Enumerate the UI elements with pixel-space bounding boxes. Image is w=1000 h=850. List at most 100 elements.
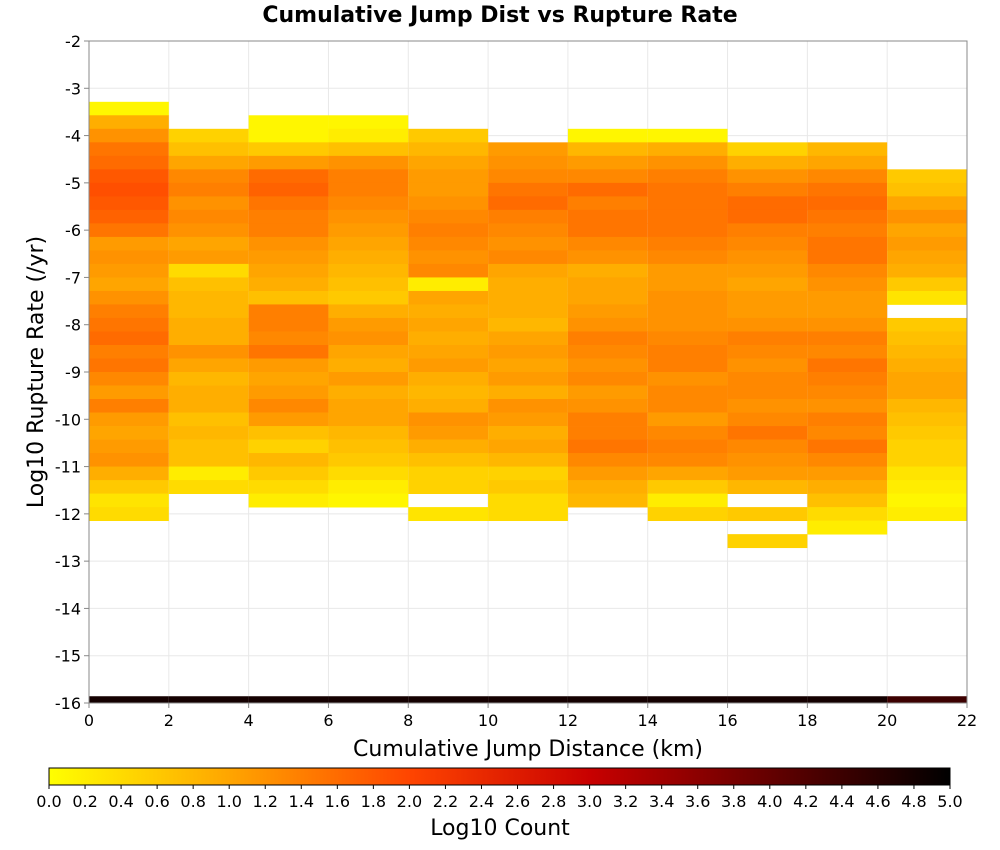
y-tick-label: -14 <box>55 599 81 618</box>
colorbar-tick-label: 1.4 <box>289 792 314 811</box>
heatmap-cell <box>727 399 808 413</box>
heatmap-cell <box>408 453 489 467</box>
heatmap-cell <box>248 344 329 359</box>
heatmap-cell <box>807 155 888 170</box>
colorbar-tick-label: 0.8 <box>180 792 205 811</box>
heatmap-cell <box>168 426 249 440</box>
heatmap-cell <box>328 344 409 359</box>
heatmap-cell <box>887 466 967 481</box>
y-axis-ticks: -2 -3 -4 -5 -6 -7 -8 -9 -10 -11 -12 -13 -14 -15 -16 <box>55 32 89 713</box>
heatmap-cell <box>248 399 329 413</box>
heatmap-cell <box>488 209 568 224</box>
heatmap-cell <box>89 223 169 238</box>
y-tick-label: -15 <box>55 647 81 666</box>
heatmap-cell <box>168 142 249 157</box>
heatmap-cell <box>567 453 648 467</box>
heatmap-cell <box>567 304 648 319</box>
heatmap-cell <box>408 142 489 157</box>
heatmap-cell <box>807 480 888 495</box>
x-tick-label: 20 <box>877 711 897 730</box>
heatmap-cell <box>647 128 728 143</box>
heatmap-cell <box>488 399 568 413</box>
heatmap-cell <box>408 480 489 495</box>
heatmap-cell <box>168 439 249 454</box>
heatmap-cell <box>248 439 329 454</box>
heatmap-cell <box>408 290 489 305</box>
heatmap-cell <box>89 466 169 481</box>
heatmap-cell <box>408 304 489 319</box>
heatmap-cell <box>328 304 409 319</box>
heatmap-cell <box>168 372 249 386</box>
heatmap-cell <box>887 250 967 265</box>
heatmap-cell <box>807 399 888 413</box>
heatmap-cell <box>248 493 329 508</box>
colorbar-tick-label: 0.6 <box>144 792 169 811</box>
heatmap-cell <box>727 412 808 427</box>
colorbar-tick-label: 3.4 <box>649 792 674 811</box>
heatmap-cell <box>89 480 169 495</box>
heatmap-cell <box>488 317 568 332</box>
heatmap-cell <box>727 385 808 400</box>
heatmap-cell <box>89 169 169 184</box>
colorbar-tick-label: 0.2 <box>72 792 97 811</box>
heatmap-cell <box>567 317 648 332</box>
colorbar-label: Log10 Count <box>430 816 570 841</box>
heatmap-cell <box>328 493 409 508</box>
heatmap-cell <box>727 155 808 170</box>
heatmap-cell <box>488 385 568 400</box>
x-tick-label: 2 <box>164 711 174 730</box>
x-tick-label: 18 <box>797 711 817 730</box>
y-tick-label: -6 <box>65 221 81 240</box>
heatmap-cell <box>488 412 568 427</box>
heatmap-cell <box>567 696 648 703</box>
colorbar-tick-label: 3.0 <box>577 792 602 811</box>
heatmap-cell <box>727 466 808 481</box>
heatmap-cell <box>248 169 329 184</box>
heatmap-cell <box>328 223 409 238</box>
heatmap-cell <box>408 317 489 332</box>
heatmap-cell <box>408 372 489 386</box>
heatmap-cell <box>328 115 409 130</box>
heatmap-cell <box>408 439 489 454</box>
heatmap-cell <box>727 236 808 251</box>
heatmap-cell <box>408 331 489 346</box>
heatmap-cell <box>328 317 409 332</box>
heatmap-cell <box>807 466 888 481</box>
heatmap-cell <box>727 331 808 346</box>
heatmap-cell <box>647 182 728 197</box>
heatmap-cell <box>408 209 489 224</box>
heatmap-cell <box>168 358 249 373</box>
heatmap-cell <box>647 385 728 400</box>
heatmap-cell <box>807 290 888 305</box>
colorbar-tick-label: 4.8 <box>901 792 926 811</box>
heatmap-cell <box>807 236 888 251</box>
heatmap-cell <box>408 412 489 427</box>
heatmap-cell <box>168 412 249 427</box>
heatmap-cell <box>248 317 329 332</box>
heatmap-cell <box>328 358 409 373</box>
heatmap-cell <box>727 507 808 522</box>
heatmap-cell <box>647 331 728 346</box>
heatmap-cell <box>168 196 249 211</box>
heatmap-cell <box>807 331 888 346</box>
colorbar-tick-label: 3.6 <box>685 792 710 811</box>
heatmap-cell <box>89 115 169 130</box>
heatmap-cell <box>168 453 249 467</box>
heatmap-cell <box>887 182 967 197</box>
heatmap-cell <box>488 263 568 278</box>
heatmap-cell <box>168 182 249 197</box>
heatmap-cell <box>488 277 568 292</box>
heatmap-cell <box>727 534 808 549</box>
heatmap-cell <box>168 263 249 278</box>
heatmap-cell <box>89 236 169 251</box>
heatmap-cell <box>647 209 728 224</box>
heatmap-cell <box>248 223 329 238</box>
heatmap-cell <box>328 236 409 251</box>
y-tick-label: -8 <box>65 316 81 335</box>
heatmap-cell <box>887 344 967 359</box>
y-tick-label: -12 <box>55 505 81 524</box>
heatmap-cell <box>567 236 648 251</box>
heatmap-cell <box>567 209 648 224</box>
heatmap-cell <box>887 209 967 224</box>
heatmap-cell <box>807 453 888 467</box>
